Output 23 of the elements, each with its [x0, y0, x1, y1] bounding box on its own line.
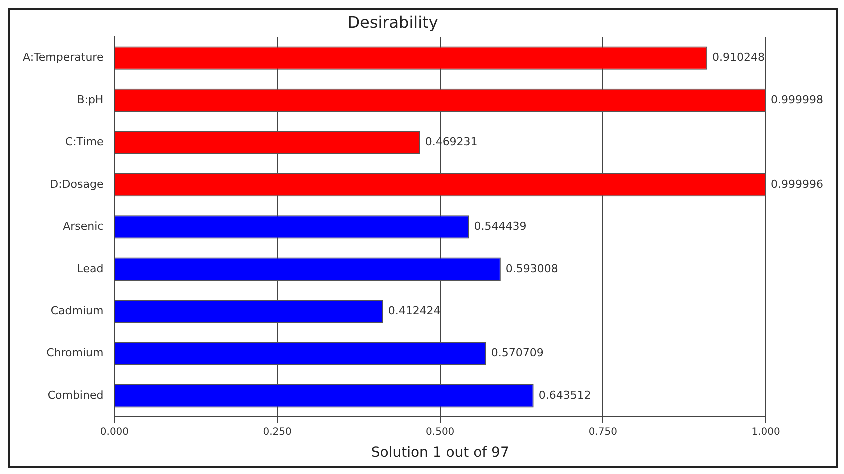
x-tick-label: 0.500 [426, 426, 455, 438]
chart-title: Desirability [348, 12, 438, 32]
y-tick-label: Cadmium [50, 304, 104, 318]
x-tick-label: 0.250 [263, 426, 292, 438]
x-tick-label: 1.000 [752, 426, 780, 438]
x-axis-title: Solution 1 out of 97 [371, 445, 510, 462]
y-tick-label: B:pH [77, 93, 104, 106]
data-label: 0.570709 [491, 346, 544, 360]
data-label: 0.910248 [712, 51, 766, 64]
y-tick-label: D:Dosage [50, 178, 104, 191]
data-label: 0.999996 [770, 178, 824, 191]
x-tick-label: 0.000 [100, 426, 130, 438]
data-label: 0.999998 [771, 93, 824, 106]
data-label: 0.544439 [474, 220, 527, 234]
y-tick-label: C:Time [65, 136, 104, 149]
y-tick-label: A:Temperature [23, 51, 104, 64]
data-label: 0.643512 [538, 388, 592, 402]
data-label: 0.593008 [506, 262, 558, 276]
y-tick-label: Combined [48, 388, 104, 402]
x-tick-label: 0.750 [588, 426, 618, 438]
y-tick-label: Arsenic [63, 220, 104, 234]
y-tick-label: Chromium [46, 346, 104, 360]
y-tick-label: Lead [77, 262, 104, 276]
